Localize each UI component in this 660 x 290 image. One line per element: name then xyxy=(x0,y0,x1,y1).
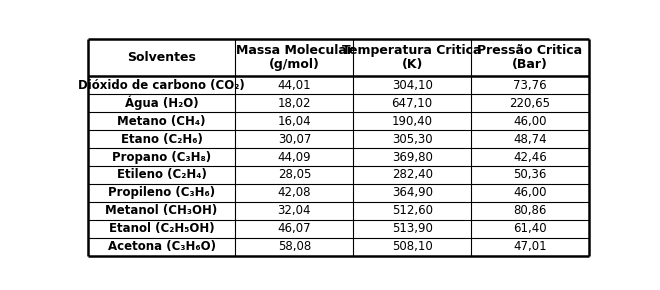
Text: 73,76: 73,76 xyxy=(513,79,546,92)
Text: Propano (C₃H₈): Propano (C₃H₈) xyxy=(112,151,211,164)
Text: 220,65: 220,65 xyxy=(510,97,550,110)
Text: Acetona (C₃H₆O): Acetona (C₃H₆O) xyxy=(108,240,216,253)
Text: 369,80: 369,80 xyxy=(392,151,432,164)
Text: 61,40: 61,40 xyxy=(513,222,546,235)
Text: Temperatura Critica: Temperatura Critica xyxy=(343,44,482,57)
Text: 46,00: 46,00 xyxy=(513,186,546,200)
Text: Massa Molecular: Massa Molecular xyxy=(236,44,353,57)
Text: 282,40: 282,40 xyxy=(391,168,433,182)
Text: 18,02: 18,02 xyxy=(278,97,311,110)
Text: 50,36: 50,36 xyxy=(513,168,546,182)
Text: 304,10: 304,10 xyxy=(392,79,432,92)
Text: 44,09: 44,09 xyxy=(278,151,312,164)
Text: 47,01: 47,01 xyxy=(513,240,546,253)
Text: Etileno (C₂H₄): Etileno (C₂H₄) xyxy=(117,168,207,182)
Text: 46,00: 46,00 xyxy=(513,115,546,128)
Text: 512,60: 512,60 xyxy=(391,204,433,218)
Text: 305,30: 305,30 xyxy=(392,133,432,146)
Text: 647,10: 647,10 xyxy=(391,97,433,110)
Text: Pressão Critica: Pressão Critica xyxy=(477,44,583,57)
Text: Dióxido de carbono (CO₂): Dióxido de carbono (CO₂) xyxy=(78,79,245,92)
Text: 80,86: 80,86 xyxy=(513,204,546,218)
Text: Metano (CH₄): Metano (CH₄) xyxy=(117,115,206,128)
Text: 508,10: 508,10 xyxy=(392,240,432,253)
Text: (g/mol): (g/mol) xyxy=(269,58,320,71)
Text: Água (H₂O): Água (H₂O) xyxy=(125,96,199,110)
Text: (K): (K) xyxy=(401,58,423,71)
Text: 58,08: 58,08 xyxy=(278,240,311,253)
Text: 30,07: 30,07 xyxy=(278,133,311,146)
Text: Metanol (CH₃OH): Metanol (CH₃OH) xyxy=(106,204,218,218)
Text: 190,40: 190,40 xyxy=(391,115,433,128)
Text: 513,90: 513,90 xyxy=(392,222,432,235)
Text: 28,05: 28,05 xyxy=(278,168,311,182)
Text: 48,74: 48,74 xyxy=(513,133,546,146)
Text: Etanol (C₂H₅OH): Etanol (C₂H₅OH) xyxy=(109,222,214,235)
Text: 16,04: 16,04 xyxy=(278,115,312,128)
Text: 44,01: 44,01 xyxy=(278,79,312,92)
Text: 46,07: 46,07 xyxy=(278,222,312,235)
Text: Propileno (C₃H₆): Propileno (C₃H₆) xyxy=(108,186,215,200)
Text: (Bar): (Bar) xyxy=(512,58,548,71)
Text: 364,90: 364,90 xyxy=(391,186,433,200)
Text: Solventes: Solventes xyxy=(127,51,196,64)
Text: 42,46: 42,46 xyxy=(513,151,547,164)
Text: 32,04: 32,04 xyxy=(278,204,311,218)
Text: 42,08: 42,08 xyxy=(278,186,311,200)
Text: Etano (C₂H₆): Etano (C₂H₆) xyxy=(121,133,203,146)
